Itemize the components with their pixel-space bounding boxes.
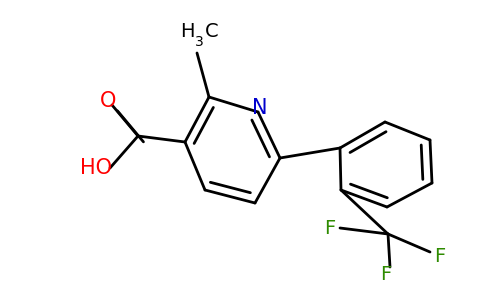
Text: F: F [324, 218, 335, 238]
Text: HO: HO [80, 158, 112, 178]
Text: F: F [434, 247, 446, 266]
Text: N: N [252, 98, 268, 118]
Text: C: C [205, 22, 219, 41]
Text: 3: 3 [195, 35, 204, 49]
Text: O: O [100, 91, 116, 111]
Text: H: H [181, 22, 195, 41]
Text: F: F [380, 266, 392, 284]
